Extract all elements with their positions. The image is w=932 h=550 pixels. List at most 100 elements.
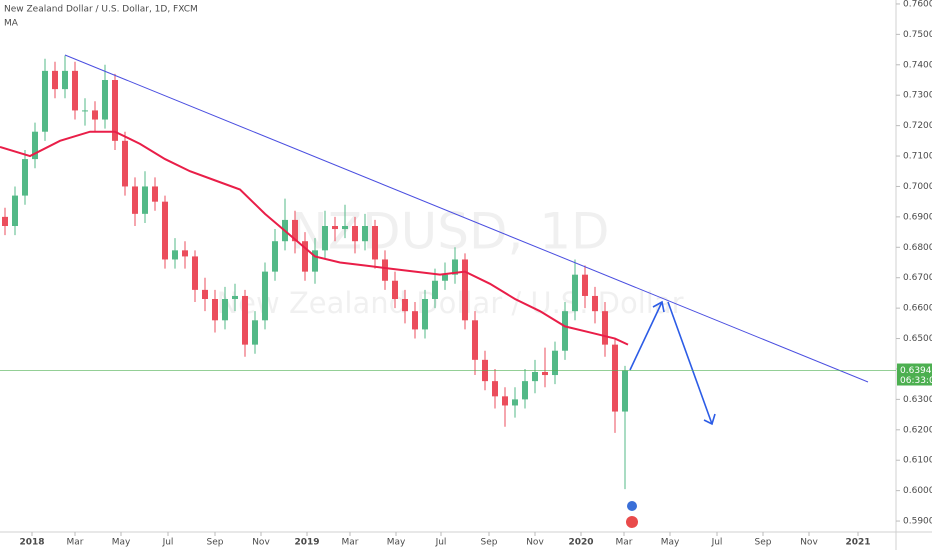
- candle-body: [112, 79, 118, 141]
- candle-body: [372, 226, 378, 260]
- trend-line: [64, 54, 869, 383]
- x-tick-label: Jul: [435, 538, 447, 548]
- arrow-down-head: [703, 413, 716, 426]
- candle-body: [252, 320, 258, 345]
- candle-body: [522, 381, 528, 400]
- candle-body: [462, 259, 468, 321]
- candle-body: [262, 271, 268, 321]
- countdown-label: 06:33:04: [900, 376, 932, 386]
- candle-body: [32, 131, 38, 160]
- candle-body: [192, 256, 198, 290]
- event-icons: [626, 501, 638, 528]
- last-price-label: 0.63949: [900, 366, 932, 376]
- x-tick-label: May: [661, 538, 680, 548]
- candle-body: [432, 280, 438, 300]
- candle-body: [182, 250, 188, 257]
- candle-body: [512, 399, 518, 406]
- candle-body: [552, 350, 558, 376]
- arrow-up-head: [652, 300, 665, 313]
- candle-body: [152, 186, 158, 202]
- x-tick-label: 2018: [19, 538, 44, 548]
- x-tick-label: Nov: [526, 538, 544, 548]
- candle-body: [532, 372, 538, 382]
- x-tick-label: Sep: [207, 538, 224, 548]
- candle-body: [582, 274, 588, 296]
- candle-body: [352, 226, 358, 242]
- x-tick-label: Sep: [755, 538, 772, 548]
- x-tick-label: Sep: [481, 538, 498, 548]
- candle-body: [212, 299, 218, 321]
- candle-body: [122, 140, 128, 187]
- candle-body: [172, 250, 178, 260]
- x-tick-label: Jul: [711, 538, 723, 548]
- candle-body: [22, 159, 28, 196]
- candle-body: [92, 110, 98, 120]
- candle-body: [302, 241, 308, 272]
- candle-body: [442, 274, 448, 281]
- x-tick-label: Nov: [800, 538, 818, 548]
- x-tick-label: Mar: [616, 538, 633, 548]
- candle-body: [612, 344, 618, 412]
- candle-body: [422, 299, 428, 330]
- candle-body: [382, 259, 388, 281]
- y-tick-label: 0.76000: [903, 0, 932, 9]
- candle-body: [362, 226, 368, 242]
- candle-body: [292, 219, 298, 242]
- moving-average-line: [0, 130, 629, 346]
- last-price-box: [897, 363, 932, 386]
- x-tick-label: Mar: [67, 538, 84, 548]
- candle-body: [452, 259, 458, 275]
- candle-body: [312, 250, 318, 272]
- x-tick-label: 2021: [845, 538, 870, 548]
- candle-body: [52, 70, 58, 90]
- plot-area: [0, 55, 629, 490]
- candle-body: [162, 201, 168, 260]
- arrow-up: [629, 301, 663, 371]
- candle-body: [412, 311, 418, 330]
- candle-body: [592, 295, 598, 312]
- x-tick-label: 2020: [568, 538, 593, 548]
- candle-body: [332, 226, 338, 230]
- x-tick-label: Nov: [252, 538, 270, 548]
- watermark-subtitle: New Zealand Dollar / U.S. Dollar: [216, 286, 683, 320]
- candle-body: [502, 396, 508, 406]
- legend-entry: MA: [4, 19, 19, 29]
- x-tick-label: May: [387, 538, 406, 548]
- candle-body: [572, 274, 578, 312]
- candle-body: [242, 295, 248, 345]
- x-tick-label: May: [112, 538, 131, 548]
- candle-body: [492, 381, 498, 397]
- candle-body: [62, 70, 68, 90]
- chart-title: New Zealand Dollar / U.S. Dollar, 1D, FX…: [4, 5, 198, 15]
- candle-body: [622, 370, 628, 412]
- candle-body: [322, 226, 328, 251]
- candle-body: [12, 195, 18, 227]
- candle-body: [202, 289, 208, 300]
- candle-body: [222, 299, 228, 321]
- candle-body: [392, 280, 398, 300]
- candle-body: [562, 311, 568, 351]
- event-icon: [627, 501, 637, 511]
- watermark: NZDUSD, 1D: [290, 203, 609, 261]
- candle-body: [2, 216, 8, 227]
- candle-body: [542, 372, 548, 376]
- candle-body: [272, 241, 278, 272]
- event-icon: [626, 516, 638, 528]
- candle-body: [402, 299, 408, 312]
